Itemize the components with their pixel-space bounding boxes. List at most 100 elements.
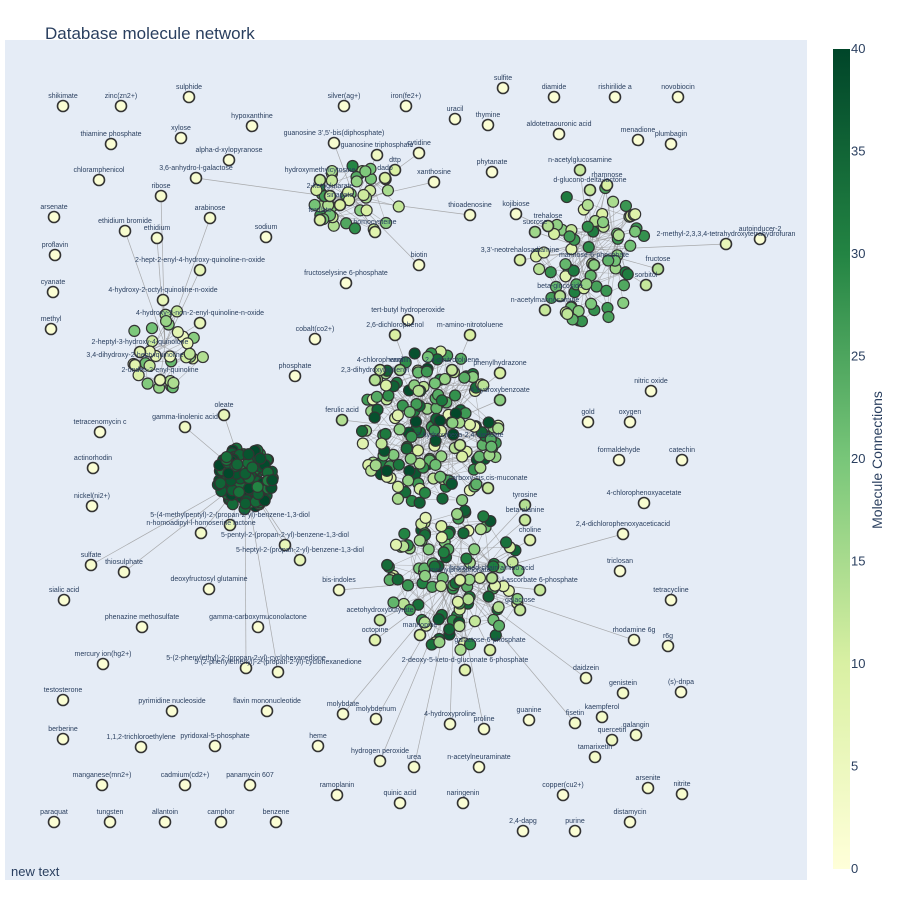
network-node[interactable]	[330, 788, 344, 802]
network-node[interactable]	[266, 474, 279, 487]
network-node[interactable]	[379, 379, 393, 392]
network-node[interactable]	[48, 248, 62, 262]
network-node[interactable]	[402, 474, 415, 487]
network-node[interactable]	[584, 297, 598, 310]
network-node[interactable]	[412, 146, 426, 160]
network-node[interactable]	[337, 99, 351, 113]
network-node[interactable]	[118, 224, 132, 238]
network-node[interactable]	[398, 527, 411, 540]
network-node[interactable]	[472, 760, 486, 774]
network-node[interactable]	[47, 815, 61, 829]
network-node[interactable]	[613, 564, 627, 578]
network-node[interactable]	[350, 175, 363, 188]
network-node[interactable]	[167, 376, 180, 390]
network-node[interactable]	[463, 418, 477, 431]
network-node[interactable]	[154, 189, 168, 203]
network-node[interactable]	[392, 200, 405, 213]
network-node[interactable]	[587, 258, 601, 272]
network-node[interactable]	[474, 461, 487, 474]
network-node[interactable]	[674, 685, 688, 699]
network-node[interactable]	[327, 136, 341, 150]
network-node[interactable]	[547, 90, 561, 104]
network-node[interactable]	[134, 740, 148, 754]
network-node[interactable]	[581, 198, 594, 212]
network-node[interactable]	[251, 480, 264, 493]
network-node[interactable]	[533, 262, 546, 276]
network-node[interactable]	[664, 137, 678, 151]
network-node[interactable]	[671, 90, 685, 104]
network-node[interactable]	[485, 571, 499, 585]
network-node[interactable]	[651, 262, 665, 276]
network-node[interactable]	[222, 153, 236, 167]
network-node[interactable]	[435, 394, 449, 407]
network-node[interactable]	[583, 183, 597, 197]
network-node[interactable]	[579, 671, 593, 685]
network-node[interactable]	[422, 543, 435, 556]
network-node[interactable]	[203, 211, 217, 225]
network-node[interactable]	[135, 620, 149, 634]
network-node[interactable]	[454, 643, 467, 656]
network-node[interactable]	[242, 448, 255, 461]
network-node[interactable]	[553, 289, 567, 303]
network-node[interactable]	[360, 204, 373, 217]
network-node[interactable]	[370, 390, 383, 403]
network-node[interactable]	[214, 477, 227, 490]
network-node[interactable]	[456, 450, 469, 463]
network-node[interactable]	[458, 663, 472, 677]
network-node[interactable]	[375, 437, 388, 450]
network-node[interactable]	[323, 189, 337, 203]
network-node[interactable]	[357, 188, 370, 202]
network-node[interactable]	[171, 326, 184, 339]
network-node[interactable]	[208, 739, 222, 753]
network-node[interactable]	[453, 573, 467, 587]
network-node[interactable]	[401, 313, 415, 327]
network-node[interactable]	[223, 518, 237, 532]
network-node[interactable]	[485, 165, 499, 179]
network-node[interactable]	[473, 450, 486, 463]
network-node[interactable]	[518, 498, 532, 512]
network-node[interactable]	[483, 643, 497, 657]
network-node[interactable]	[481, 118, 495, 132]
network-node[interactable]	[44, 322, 58, 336]
network-node[interactable]	[595, 710, 609, 724]
network-node[interactable]	[348, 222, 362, 235]
network-node[interactable]	[485, 440, 498, 453]
network-node[interactable]	[325, 174, 339, 187]
network-node[interactable]	[246, 461, 259, 474]
network-node[interactable]	[103, 815, 117, 829]
network-node[interactable]	[664, 593, 678, 607]
network-node[interactable]	[641, 781, 655, 795]
network-node[interactable]	[159, 314, 173, 328]
network-node[interactable]	[443, 623, 456, 636]
network-node[interactable]	[393, 363, 407, 377]
network-node[interactable]	[232, 486, 246, 499]
network-node[interactable]	[413, 534, 426, 547]
network-node[interactable]	[413, 628, 427, 642]
network-node[interactable]	[538, 303, 552, 317]
network-node[interactable]	[288, 369, 302, 383]
network-node[interactable]	[95, 778, 109, 792]
network-node[interactable]	[260, 704, 274, 718]
network-node[interactable]	[561, 307, 574, 321]
network-node[interactable]	[408, 347, 421, 360]
network-node[interactable]	[477, 722, 491, 736]
network-node[interactable]	[413, 496, 426, 509]
network-node[interactable]	[528, 225, 542, 239]
network-node[interactable]	[429, 434, 442, 447]
network-node[interactable]	[150, 231, 164, 245]
network-node[interactable]	[418, 486, 432, 499]
network-node[interactable]	[493, 366, 507, 380]
network-node[interactable]	[462, 593, 475, 606]
network-node[interactable]	[368, 225, 382, 239]
network-node[interactable]	[474, 523, 487, 536]
network-node[interactable]	[624, 239, 637, 252]
network-node[interactable]	[404, 452, 417, 465]
network-node[interactable]	[463, 328, 477, 342]
network-node[interactable]	[477, 379, 490, 392]
network-node[interactable]	[629, 208, 642, 221]
network-node[interactable]	[481, 481, 495, 495]
network-node[interactable]	[602, 254, 615, 267]
network-node[interactable]	[254, 452, 267, 465]
network-node[interactable]	[559, 270, 572, 283]
